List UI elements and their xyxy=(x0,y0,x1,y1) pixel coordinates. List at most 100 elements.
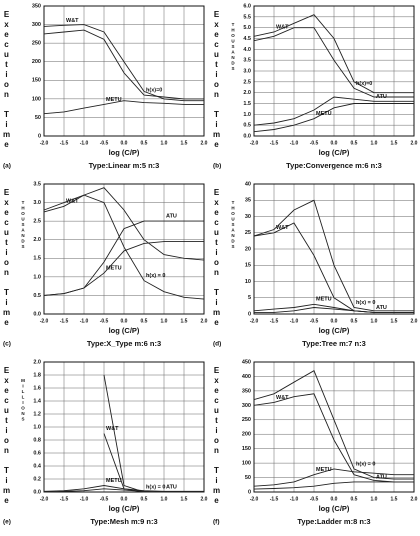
panel-subtitle: Type:Ladder m:8 n:3 xyxy=(297,517,370,526)
series-label: METU xyxy=(106,266,122,272)
x-tick-label: 2.0 xyxy=(201,140,208,146)
series-label: METU xyxy=(106,97,122,103)
chart-panel: 0 5 10 15 20 25 30 35 40 -2.0 -1.5 -1.0 -0.5 0.0 0.5 1.… xyxy=(210,178,420,356)
y-tick-label: 250 xyxy=(242,417,251,423)
series-label: ATU xyxy=(376,305,387,311)
y-tick-label: 0.5 xyxy=(33,293,41,299)
plot-frame xyxy=(43,5,205,137)
x-tick-label: 1.0 xyxy=(161,318,168,324)
y-tick-label: 50 xyxy=(35,115,41,121)
series-line xyxy=(43,485,204,492)
series-line xyxy=(253,370,414,480)
y-tick-label: 1.0 xyxy=(33,424,41,430)
y-tick-label: 0.0 xyxy=(33,311,41,317)
x-tick-label: -1.5 xyxy=(270,140,279,146)
chart-panel: 0 50 100 150 200 250 300 350 -2.0 -1.5 -1.0 -0.5 0.0… xyxy=(0,0,210,178)
x-tick-label: -1.5 xyxy=(60,140,69,146)
chart: 0 50 100 150 200 250 300 350 400 450 -2.0 -1.5 -1.0 -… xyxy=(213,359,418,526)
x-tick-label: -2.0 xyxy=(40,318,49,324)
y-tick-label: 1.4 xyxy=(33,398,42,404)
panel-subtitle: Type:Tree m:7 n:3 xyxy=(302,339,366,348)
x-tick-label: 0.0 xyxy=(121,496,128,502)
plot-frame xyxy=(43,361,205,493)
y-tick-label: 1.2 xyxy=(33,411,41,417)
x-tick-label: 1.0 xyxy=(161,140,168,146)
y-tick-label: 400 xyxy=(242,374,251,380)
y-tick-label: 0.8 xyxy=(33,437,41,443)
y-tick-label: 0.2 xyxy=(33,476,41,482)
y-tick-label: 200 xyxy=(32,59,41,65)
y-tick-label: 150 xyxy=(242,446,251,452)
plot-frame xyxy=(253,361,415,493)
y-tick-label: 0.0 xyxy=(33,489,41,495)
x-tick-label: 0.5 xyxy=(351,496,358,502)
chart: 0.0 0.5 1.0 1.5 2.0 2.5 3.0 3.5 4.0 4.5 5.0 5.5 6.0 -… xyxy=(213,3,418,170)
x-tick-label: -2.0 xyxy=(40,496,49,502)
plot-frame xyxy=(253,5,415,137)
y-tick-label: 2.5 xyxy=(33,219,41,225)
x-tick-label: 0.5 xyxy=(351,140,358,146)
panel-label: (f) xyxy=(213,519,220,526)
y-tick-label: 1.0 xyxy=(33,274,41,280)
x-tick-label: 1.0 xyxy=(371,496,378,502)
series-label: W&T xyxy=(66,18,79,24)
series-label: METU xyxy=(106,478,122,484)
series-label: W&T xyxy=(276,24,289,30)
y-tick-label: 300 xyxy=(32,22,41,28)
x-tick-label: -1.5 xyxy=(60,496,69,502)
series-line xyxy=(253,96,414,126)
series-line xyxy=(253,199,414,312)
y-tick-label: 10 xyxy=(245,279,251,285)
series-label: METU xyxy=(316,297,332,303)
x-tick-label: 0.5 xyxy=(141,140,148,146)
chart-panel: 0.0 0.5 1.0 1.5 2.0 2.5 3.0 3.5 -2.0 -1.5 -1.0 -0.5… xyxy=(0,178,210,356)
chart-panel: 0.0 0.2 0.4 0.6 0.8 1.0 1.2 1.4 1.6 1.8 2.0 -2.0 -1.… xyxy=(0,356,210,534)
x-axis-label: log (C/P) xyxy=(319,504,350,513)
series-label: METU xyxy=(316,467,332,473)
series-label: h(x) = 0 xyxy=(356,461,375,467)
y-tick-label: 1.5 xyxy=(33,256,41,262)
series-label: ATU xyxy=(166,484,177,490)
y-tick-label: 100 xyxy=(242,461,251,467)
x-tick-label: -1.0 xyxy=(80,318,89,324)
x-tick-label: -2.0 xyxy=(250,496,259,502)
x-tick-label: 0.5 xyxy=(351,318,358,324)
x-tick-label: -0.5 xyxy=(310,496,319,502)
y-tick-label: 4.5 xyxy=(243,36,251,42)
x-tick-label: 0.5 xyxy=(141,318,148,324)
series-line xyxy=(43,187,205,261)
x-tick-label: -1.0 xyxy=(290,140,299,146)
series-line xyxy=(253,393,414,483)
y-tick-label: 5 xyxy=(248,295,251,301)
y-tick-label: 0.5 xyxy=(243,123,251,129)
x-tick-label: 0.0 xyxy=(121,318,128,324)
chart-panel: 0 50 100 150 200 250 300 350 400 450 -2.0 -1.5 -1.0 -… xyxy=(210,356,420,534)
y-tick-label: 1.6 xyxy=(33,385,41,391)
series-line xyxy=(43,29,204,100)
x-tick-label: -2.0 xyxy=(250,318,259,324)
series-line xyxy=(43,488,204,493)
y-tick-label: 20 xyxy=(245,246,251,252)
y-tick-label: 0.0 xyxy=(243,133,251,139)
panel-subtitle: Type:Convergence m:6 n:3 xyxy=(286,161,382,170)
y-axis-label: Execution Time xyxy=(212,366,221,506)
y-tick-label: 0 xyxy=(248,489,251,495)
y-tick-label: 2.0 xyxy=(33,237,41,243)
y-axis-unit: MILLIONS xyxy=(20,378,26,422)
y-tick-label: 1.8 xyxy=(33,372,41,378)
series-label: h(x) = 0 xyxy=(146,484,165,490)
y-axis-unit: THOUSANDS xyxy=(20,200,26,250)
x-tick-label: -1.0 xyxy=(290,318,299,324)
y-tick-label: 100 xyxy=(32,96,41,102)
y-tick-label: 15 xyxy=(245,263,251,269)
x-tick-label: -0.5 xyxy=(100,318,109,324)
x-tick-label: 2.0 xyxy=(411,496,418,502)
x-tick-label: 1.0 xyxy=(161,496,168,502)
y-tick-label: 200 xyxy=(242,432,251,438)
series-line xyxy=(253,14,414,94)
x-tick-label: 1.5 xyxy=(181,496,188,502)
y-axis-label: Execution Time xyxy=(2,366,11,506)
series-label: ATU xyxy=(376,94,387,100)
chart: 0.0 0.2 0.4 0.6 0.8 1.0 1.2 1.4 1.6 1.8 2.0 -2.0 -1.… xyxy=(3,359,208,526)
